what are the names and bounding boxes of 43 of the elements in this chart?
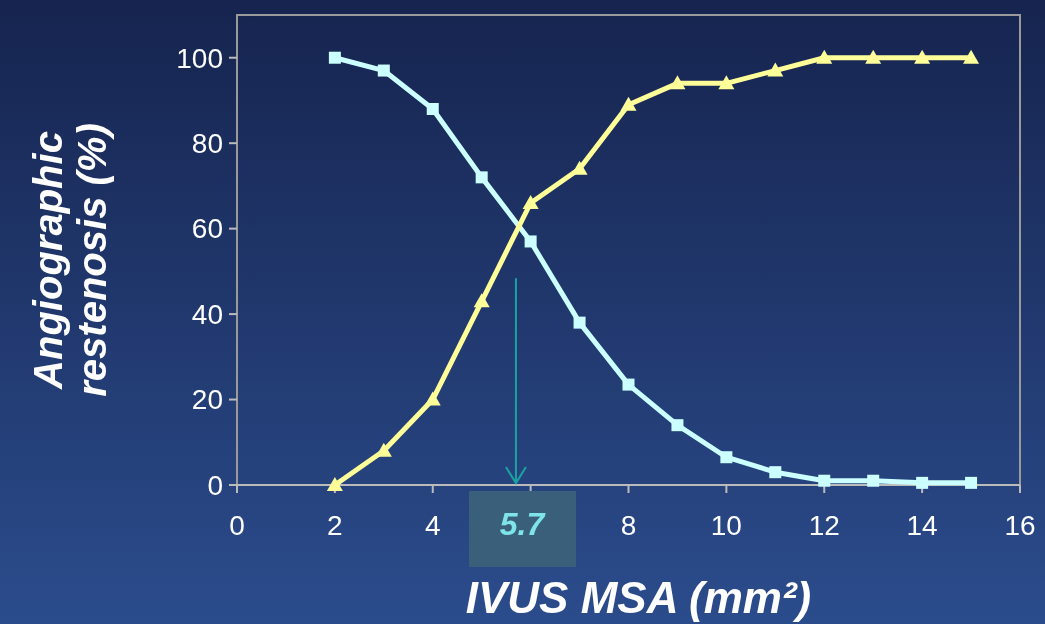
point bbox=[767, 62, 784, 77]
point bbox=[475, 171, 488, 184]
x-tick-label: 16 bbox=[1004, 510, 1036, 541]
x-tick-label: 8 bbox=[620, 510, 637, 541]
point bbox=[426, 103, 439, 115]
point bbox=[914, 49, 931, 64]
point bbox=[326, 477, 343, 491]
y-axis-title: Angiographic restenosis (%) bbox=[26, 123, 114, 397]
y-tick-label: 20 bbox=[191, 384, 223, 416]
y-tick-label: 60 bbox=[191, 213, 223, 245]
x-tick-label: 0 bbox=[229, 510, 245, 541]
point bbox=[669, 75, 686, 90]
y-tick-label: 0 bbox=[207, 469, 223, 501]
point bbox=[424, 391, 441, 406]
ref-line-label: 5.7 bbox=[499, 506, 547, 542]
point bbox=[671, 419, 684, 432]
x-tick-label: 14 bbox=[906, 510, 938, 541]
point bbox=[916, 476, 929, 489]
y-tick-label: 80 bbox=[191, 127, 223, 159]
point bbox=[718, 75, 735, 90]
point bbox=[720, 451, 733, 464]
point bbox=[473, 293, 490, 308]
x-tick-label: 2 bbox=[327, 510, 343, 541]
point bbox=[620, 96, 637, 111]
point bbox=[818, 474, 831, 487]
x-tick-label: 10 bbox=[710, 510, 742, 541]
point bbox=[769, 466, 782, 479]
point bbox=[865, 49, 882, 64]
y-tick-label: 100 bbox=[176, 42, 223, 74]
x-axis-title: IVUS MSA (mm²) bbox=[465, 573, 812, 622]
point bbox=[622, 378, 635, 391]
point bbox=[867, 474, 880, 487]
point bbox=[524, 235, 537, 248]
point bbox=[816, 49, 833, 64]
point bbox=[965, 476, 978, 489]
point bbox=[328, 51, 341, 64]
point bbox=[573, 316, 586, 329]
y-tick-label: 40 bbox=[191, 298, 223, 330]
x-tick-label: 12 bbox=[808, 510, 840, 541]
point bbox=[522, 195, 539, 209]
point bbox=[377, 64, 390, 77]
x-tick-label: 4 bbox=[424, 510, 441, 541]
point bbox=[963, 49, 980, 64]
